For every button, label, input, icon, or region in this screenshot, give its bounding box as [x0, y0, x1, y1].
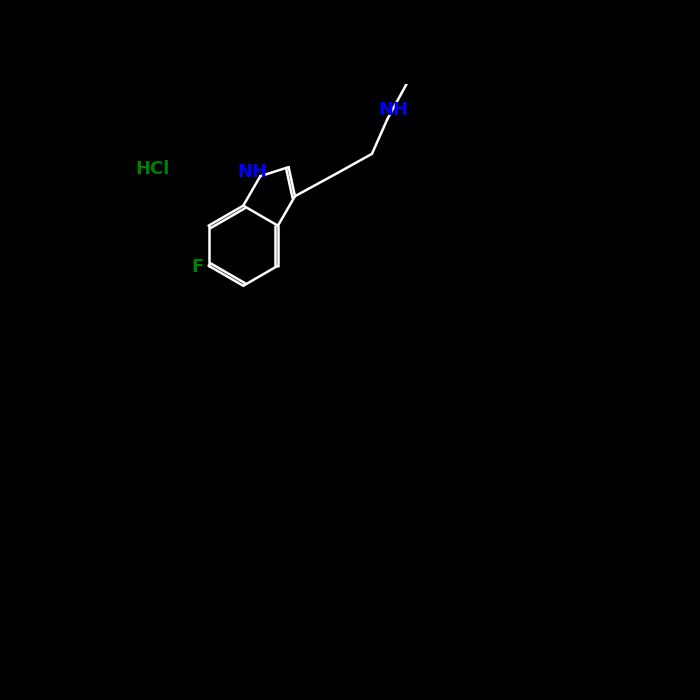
Text: HCl: HCl — [135, 160, 170, 178]
Text: F: F — [192, 258, 204, 276]
Text: NH: NH — [237, 163, 267, 181]
Text: NH: NH — [379, 101, 409, 119]
